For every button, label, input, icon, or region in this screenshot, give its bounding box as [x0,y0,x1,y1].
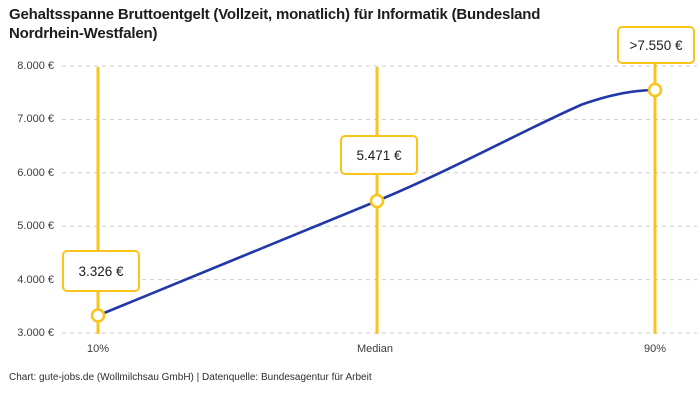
value-label-median: 5.471 € [340,135,418,175]
xtick-90pct: 90% [643,343,667,355]
ytick-4000: 4.000 € [17,274,54,286]
ytick-3000: 3.000 € [17,327,54,339]
data-point-90pct [647,82,663,98]
xtick-median: Median [356,343,394,355]
xtick-10pct: 10% [86,343,110,355]
ytick-7000: 7.000 € [17,113,54,125]
data-point-markers [90,82,663,323]
value-label-10pct: 3.326 € [62,250,140,292]
salary-line [96,88,657,317]
source-credit: Chart: gute-jobs.de (Wollmilchsau GmbH) … [9,372,372,383]
ytick-6000: 6.000 € [17,167,54,179]
value-label-90pct: >7.550 € [617,26,695,64]
gridlines [62,65,697,334]
ytick-8000: 8.000 € [17,60,54,72]
data-point-median [369,193,385,209]
chart-title: Gehaltsspanne Bruttoentgelt (Vollzeit, m… [9,6,541,42]
data-point-10pct [90,308,106,323]
ytick-5000: 5.000 € [17,220,54,232]
